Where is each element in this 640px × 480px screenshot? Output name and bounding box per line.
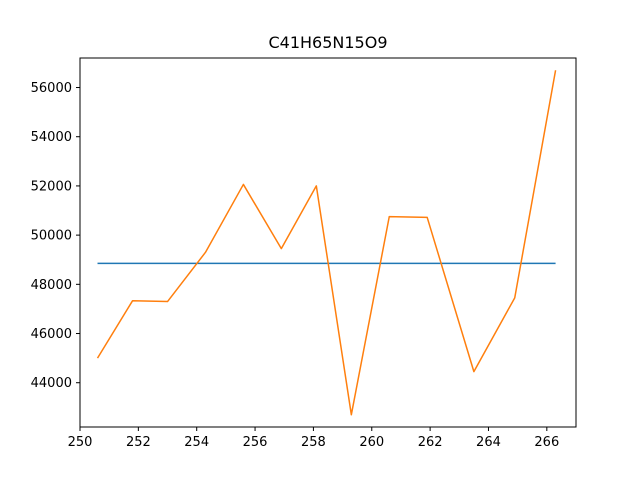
x-tick-label: 258 [301, 435, 326, 450]
x-tick-label: 254 [184, 435, 209, 450]
y-tick-label: 52000 [31, 179, 72, 194]
x-tick-label: 262 [418, 435, 443, 450]
chart-title: C41H65N15O9 [268, 33, 387, 52]
y-tick-label: 46000 [31, 327, 72, 342]
x-tick-label: 260 [359, 435, 384, 450]
x-tick-label: 250 [68, 435, 93, 450]
y-tick-label: 56000 [31, 81, 72, 96]
y-tick-label: 50000 [31, 229, 72, 244]
y-tick-label: 44000 [31, 376, 72, 391]
series-line-2 [96, 70, 557, 416]
x-tick-label: 266 [534, 435, 559, 450]
y-tick-label: 54000 [31, 130, 72, 145]
axes-layer: 250 252 254 256 258 260 262 264 266 44000 46000 480… [31, 57, 577, 450]
x-tick-label: 252 [126, 435, 151, 450]
y-tick-label: 48000 [31, 278, 72, 293]
x-tick-label: 256 [243, 435, 268, 450]
x-tick-label: 264 [476, 435, 501, 450]
plot-frame [79, 57, 577, 428]
series-layer [96, 70, 557, 416]
